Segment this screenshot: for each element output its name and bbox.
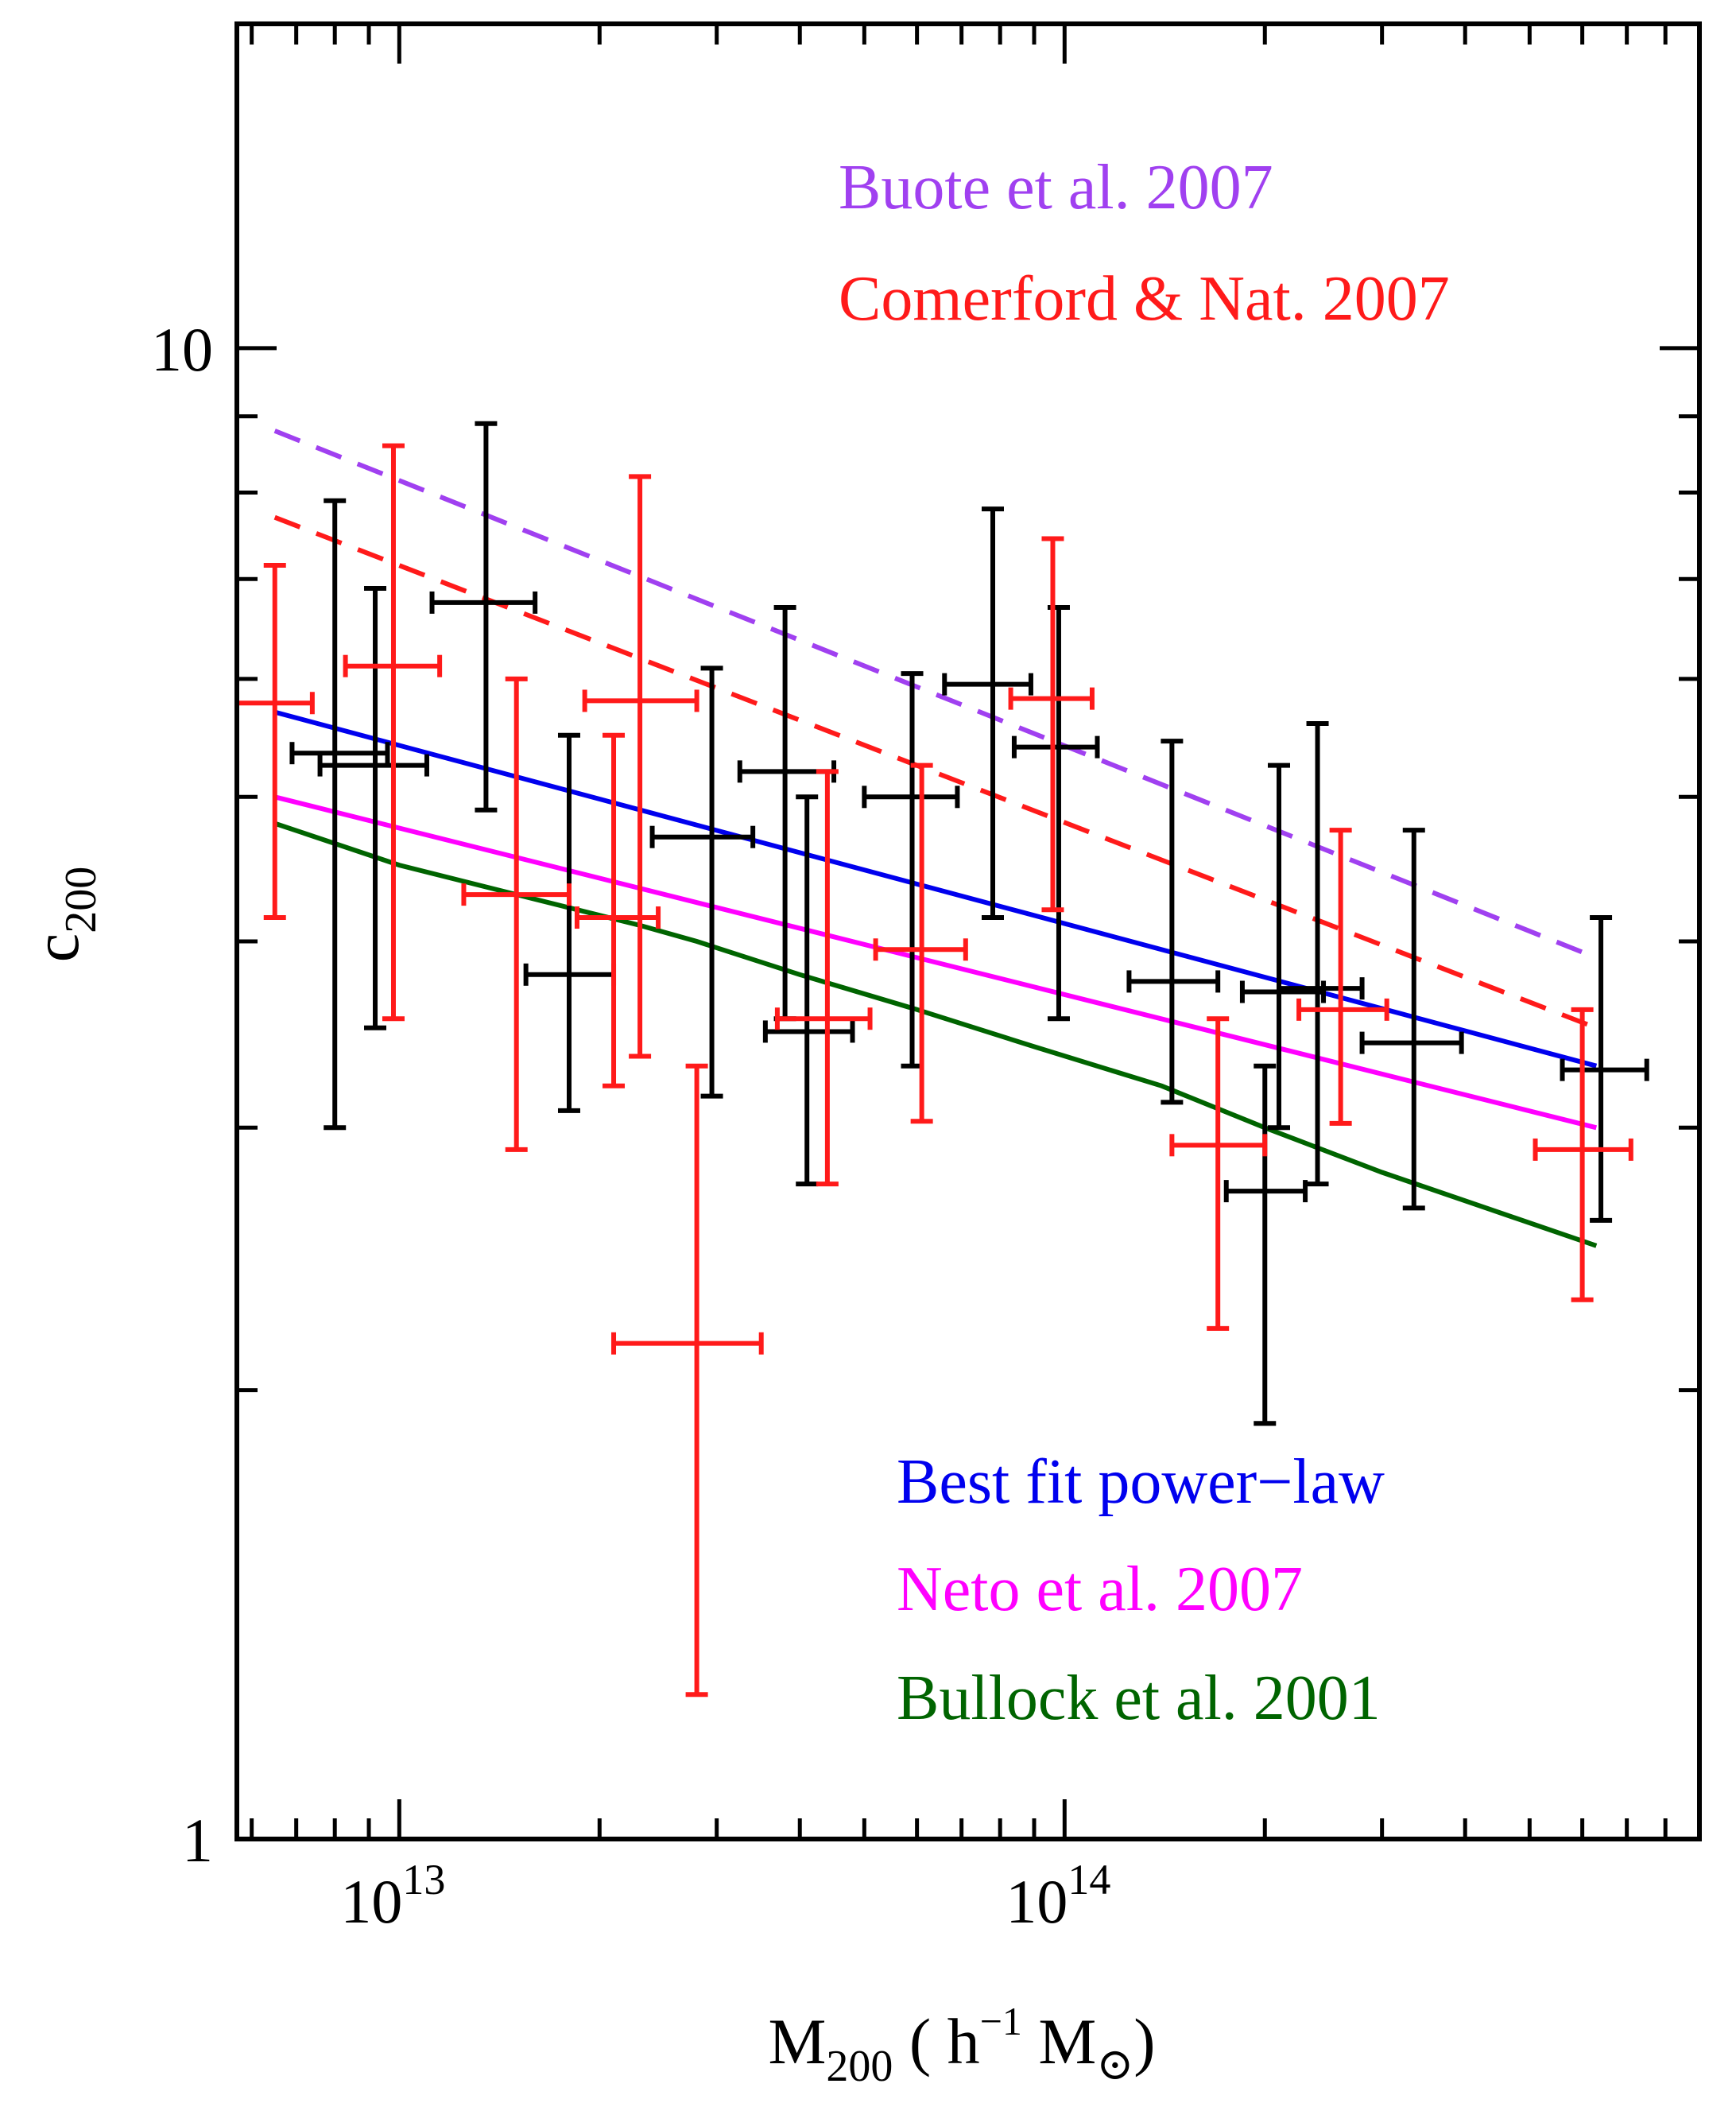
black-point-6 [762,794,855,1187]
black-point-1 [317,586,429,1030]
x-axis-title-part: M [768,2005,826,2078]
black-point-4 [649,665,756,1099]
legend-bottom-2: Bullock et al. 2001 [897,1663,1381,1733]
y-axis-title-main: c [20,933,92,962]
red-point-4 [582,474,699,1059]
black-point-11 [1239,762,1327,1131]
red-point-1 [343,443,443,1022]
line-buote-et-al-2007 [273,429,1598,960]
y-axis-title: c200 [20,867,106,962]
legend: Buote et al. 2007 Comerford & Nat. 2007 Be… [839,153,1450,1733]
black-point-5 [737,604,837,1022]
red-point-3 [574,732,661,1088]
black-point-3 [523,732,617,1113]
black-point-7 [862,671,960,1069]
line-best-fit-power-law [273,709,1598,1069]
black-point-14 [1359,828,1464,1211]
x-tick-base: 10 [1006,1867,1068,1936]
red-point-5 [611,1063,764,1698]
x-axis-title-part: ⊙ [1096,2040,1133,2089]
axes [234,21,1702,1841]
y-tick-label-10: 10 [151,315,213,384]
red-point-9 [1169,1016,1268,1331]
x-tick-exponent: 13 [402,1856,445,1903]
red-point-6 [774,769,873,1187]
red-point-11 [1533,1007,1633,1302]
black-point-2 [429,421,538,813]
legend-top-1: Comerford & Nat. 2007 [839,264,1450,334]
line-bullock-et-al-2001 [273,821,1598,1248]
black-point-9 [1011,604,1100,1022]
x-axis-title-part: ( h [893,2005,979,2078]
black-point-13 [1223,1063,1308,1426]
y-axis-title-sub: 200 [56,867,106,933]
model-lines [273,429,1598,1248]
data-points [234,421,1649,1698]
red-point-0 [234,563,315,921]
x-axis-title-part: M [1022,2005,1096,2078]
x-tick-base: 10 [340,1867,402,1936]
black-point-15 [1560,915,1649,1223]
red-point-8 [1008,536,1095,913]
black-point-8 [942,506,1033,921]
legend-bottom-1: Neto et al. 2007 [897,1554,1303,1624]
x-axis-title-part: 200 [826,2042,893,2091]
black-point-12 [1277,721,1365,1187]
x-tick-exponent: 14 [1068,1856,1110,1903]
x-axis-title: M200 ( h−1 M⊙) [768,1999,1155,2091]
black-point-0 [289,498,390,1131]
x-axis-title-part: ) [1133,2005,1155,2078]
x-tick-label-14: 1014 [1006,1856,1110,1936]
plot-frame [234,21,1702,1841]
line-neto-et-al-2007 [273,794,1598,1131]
red-point-10 [1296,828,1389,1126]
red-point-2 [461,676,572,1152]
legend-top-0: Buote et al. 2007 [839,153,1273,223]
x-tick-label-13: 1013 [340,1856,445,1936]
x-axis-title-part: −1 [980,1999,1022,2043]
y-tick-label-1: 1 [182,1806,213,1875]
red-point-7 [873,762,968,1124]
legend-bottom-0: Best fit power−law [897,1447,1385,1517]
black-point-10 [1126,739,1221,1105]
